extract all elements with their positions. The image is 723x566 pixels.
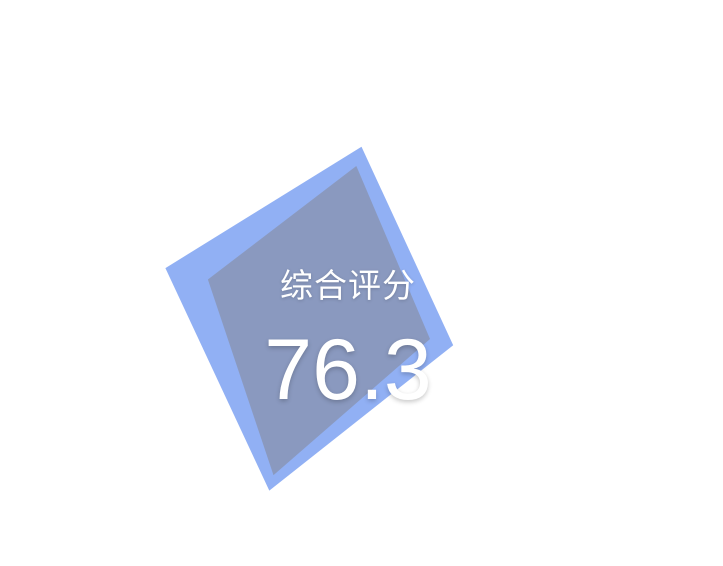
center-score-value: 76.3 bbox=[264, 322, 432, 418]
center-label: 综合评分 bbox=[280, 266, 416, 305]
